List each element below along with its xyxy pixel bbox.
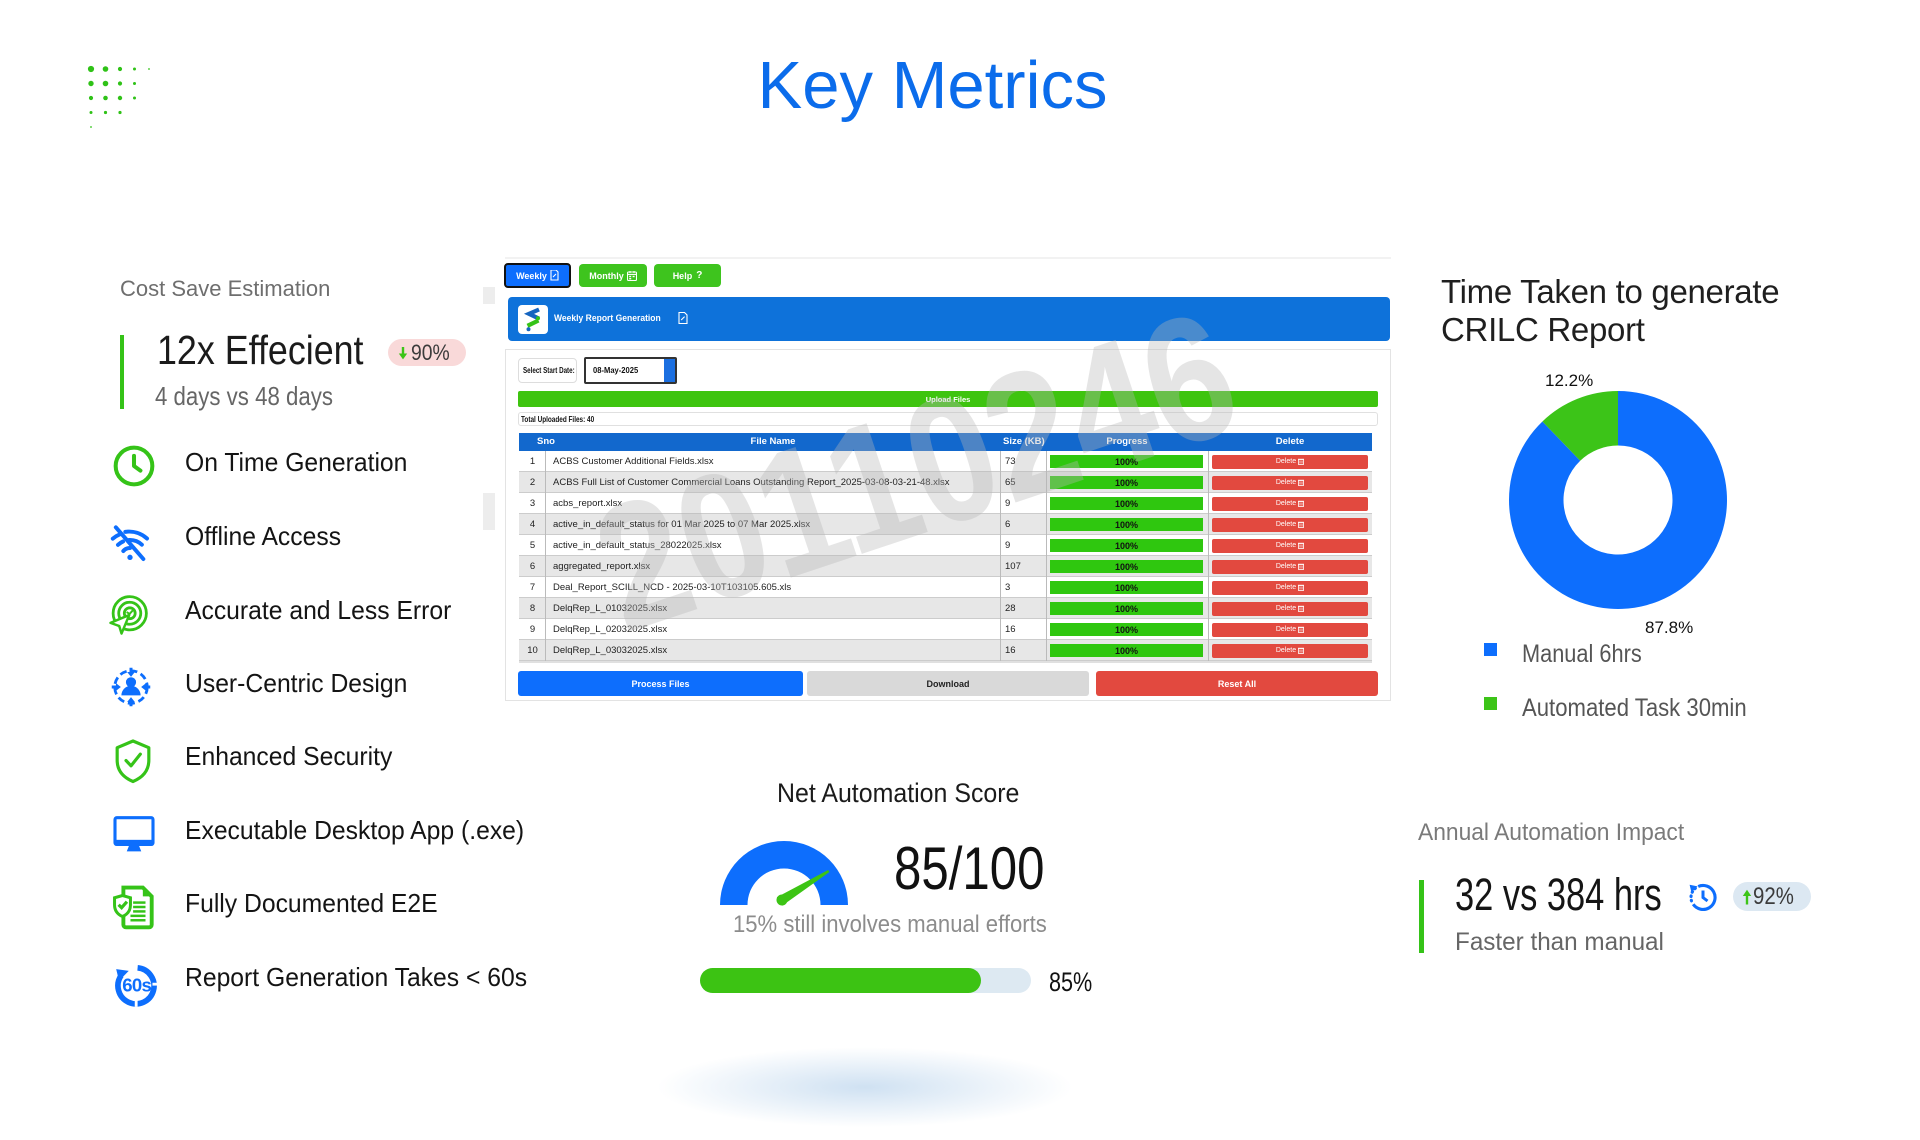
svg-text:60s: 60s: [122, 974, 151, 995]
